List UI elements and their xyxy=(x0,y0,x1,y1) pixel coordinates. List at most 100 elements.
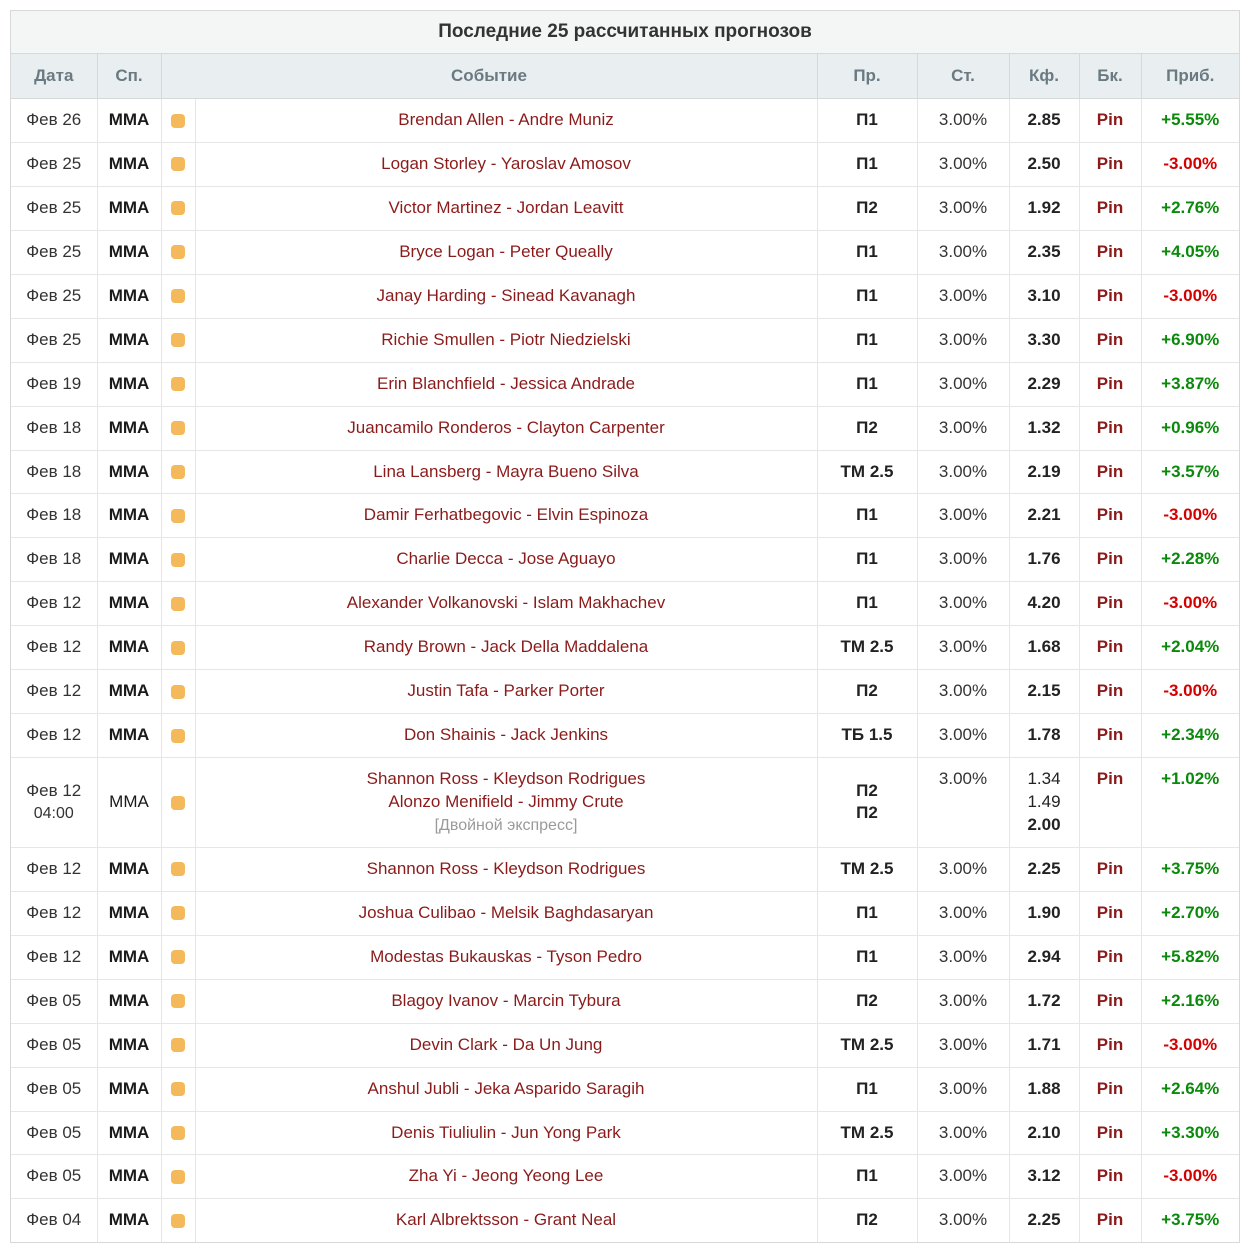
bookmaker-link[interactable]: Pin xyxy=(1079,230,1141,274)
event-cell: Don Shainis - Jack Jenkins xyxy=(195,714,817,758)
event-link[interactable]: Karl Albrektsson - Grant Neal xyxy=(396,1210,616,1229)
event-link[interactable]: Bryce Logan - Peter Queally xyxy=(399,242,613,261)
event-link[interactable]: Justin Tafa - Parker Porter xyxy=(407,681,604,700)
event-link[interactable]: Damir Ferhatbegovic - Elvin Espinoza xyxy=(364,505,648,524)
bookmaker-link[interactable]: Pin xyxy=(1079,1111,1141,1155)
sport-cell[interactable]: MMA xyxy=(97,99,161,143)
sport-cell[interactable]: MMA xyxy=(97,1067,161,1111)
th-event[interactable]: Событие xyxy=(161,54,817,99)
sport-cell[interactable]: MMA xyxy=(97,979,161,1023)
bookmaker-link[interactable]: Pin xyxy=(1079,626,1141,670)
bookmaker-link[interactable]: Pin xyxy=(1079,935,1141,979)
bookmaker-link[interactable]: Pin xyxy=(1079,99,1141,143)
bookmaker-link[interactable]: Pin xyxy=(1079,274,1141,318)
stake-cell: 3.00% xyxy=(917,318,1009,362)
bookmaker-link[interactable]: Pin xyxy=(1079,538,1141,582)
event-link[interactable]: Zha Yi - Jeong Yeong Lee xyxy=(409,1166,604,1185)
prediction-cell: П2 xyxy=(817,406,917,450)
event-link[interactable]: Lina Lansberg - Mayra Bueno Silva xyxy=(373,462,639,481)
date-cell: Фев 12 xyxy=(11,582,97,626)
sport-cell[interactable]: MMA xyxy=(97,142,161,186)
event-link[interactable]: Janay Harding - Sinead Kavanagh xyxy=(377,286,636,305)
bookmaker-link[interactable]: Pin xyxy=(1079,1023,1141,1067)
event-link[interactable]: Blagoy Ivanov - Marcin Tybura xyxy=(391,991,620,1010)
th-profit[interactable]: Приб. xyxy=(1141,54,1239,99)
bookmaker-link[interactable]: Pin xyxy=(1079,318,1141,362)
event-link[interactable]: Don Shainis - Jack Jenkins xyxy=(404,725,608,744)
th-book[interactable]: Бк. xyxy=(1079,54,1141,99)
sport-cell[interactable]: MMA xyxy=(97,362,161,406)
bookmaker-link[interactable]: Pin xyxy=(1079,142,1141,186)
bookmaker-link[interactable]: Pin xyxy=(1079,406,1141,450)
event-link[interactable]: Shannon Ross - Kleydson Rodrigues xyxy=(367,859,646,878)
sport-cell[interactable]: MMA xyxy=(97,274,161,318)
event-link[interactable]: Randy Brown - Jack Della Maddalena xyxy=(364,637,648,656)
sport-cell[interactable]: MMA xyxy=(97,935,161,979)
th-odds[interactable]: Кф. xyxy=(1009,54,1079,99)
bookmaker-link[interactable]: Pin xyxy=(1079,494,1141,538)
event-link[interactable]: Logan Storley - Yaroslav Amosov xyxy=(381,154,631,173)
event-cell: Bryce Logan - Peter Queally xyxy=(195,230,817,274)
event-link[interactable]: Charlie Decca - Jose Aguayo xyxy=(396,549,615,568)
event-link[interactable]: Denis Tiuliulin - Jun Yong Park xyxy=(391,1123,621,1142)
sport-cell[interactable]: MMA xyxy=(97,1023,161,1067)
event-cell: Shannon Ross - Kleydson Rodrigues xyxy=(195,847,817,891)
sport-cell[interactable]: MMA xyxy=(97,714,161,758)
bookmaker-link[interactable]: Pin xyxy=(1079,450,1141,494)
event-link[interactable]: Richie Smullen - Piotr Niedzielski xyxy=(381,330,630,349)
bookmaker-link[interactable]: Pin xyxy=(1079,979,1141,1023)
sport-cell[interactable]: MMA xyxy=(97,847,161,891)
date-cell: Фев 1204:00 xyxy=(11,758,97,848)
event-cell: Denis Tiuliulin - Jun Yong Park xyxy=(195,1111,817,1155)
th-stake[interactable]: Ст. xyxy=(917,54,1009,99)
profit-cell: +2.28% xyxy=(1141,538,1239,582)
sport-cell[interactable]: MMA xyxy=(97,186,161,230)
bookmaker-link[interactable]: Pin xyxy=(1079,1067,1141,1111)
event-link[interactable]: Anshul Jubli - Jeka Asparido Saragih xyxy=(368,1079,645,1098)
event-link[interactable]: Devin Clark - Da Un Jung xyxy=(410,1035,603,1054)
sport-cell[interactable]: MMA xyxy=(97,538,161,582)
bookmaker-link[interactable]: Pin xyxy=(1079,847,1141,891)
event-link[interactable]: Alonzo Menifield - Jimmy Crute xyxy=(388,792,623,811)
sport-cell[interactable]: MMA xyxy=(97,450,161,494)
sport-cell[interactable]: MMA xyxy=(97,758,161,848)
stake-cell: 3.00% xyxy=(917,1199,1009,1242)
th-date[interactable]: Дата xyxy=(11,54,97,99)
bookmaker-link[interactable]: Pin xyxy=(1079,758,1141,848)
bookmaker-link[interactable]: Pin xyxy=(1079,891,1141,935)
bookmaker-link[interactable]: Pin xyxy=(1079,582,1141,626)
th-sport[interactable]: Сп. xyxy=(97,54,161,99)
event-link[interactable]: Shannon Ross - Kleydson Rodrigues xyxy=(367,769,646,788)
date-cell: Фев 25 xyxy=(11,230,97,274)
status-square-icon xyxy=(171,421,185,435)
event-link[interactable]: Juancamilo Ronderos - Clayton Carpenter xyxy=(347,418,665,437)
sport-cell[interactable]: MMA xyxy=(97,318,161,362)
bookmaker-link[interactable]: Pin xyxy=(1079,1199,1141,1242)
sport-cell[interactable]: MMA xyxy=(97,1111,161,1155)
sport-cell[interactable]: MMA xyxy=(97,494,161,538)
date-cell: Фев 25 xyxy=(11,274,97,318)
sport-cell[interactable]: MMA xyxy=(97,582,161,626)
event-link[interactable]: Brendan Allen - Andre Muniz xyxy=(398,110,613,129)
bookmaker-link[interactable]: Pin xyxy=(1079,714,1141,758)
odds-cell: 1.68 xyxy=(1009,626,1079,670)
sport-cell[interactable]: MMA xyxy=(97,891,161,935)
event-link[interactable]: Modestas Bukauskas - Tyson Pedro xyxy=(370,947,642,966)
table-row: Фев 05MMAAnshul Jubli - Jeka Asparido Sa… xyxy=(11,1067,1239,1111)
sport-cell[interactable]: MMA xyxy=(97,670,161,714)
event-link[interactable]: Victor Martinez - Jordan Leavitt xyxy=(389,198,624,217)
bookmaker-link[interactable]: Pin xyxy=(1079,670,1141,714)
sport-cell[interactable]: MMA xyxy=(97,406,161,450)
event-link[interactable]: Erin Blanchfield - Jessica Andrade xyxy=(377,374,635,393)
event-link[interactable]: Joshua Culibao - Melsik Baghdasaryan xyxy=(359,903,654,922)
bookmaker-link[interactable]: Pin xyxy=(1079,1155,1141,1199)
bookmaker-link[interactable]: Pin xyxy=(1079,186,1141,230)
event-link[interactable]: Alexander Volkanovski - Islam Makhachev xyxy=(347,593,665,612)
bookmaker-link[interactable]: Pin xyxy=(1079,362,1141,406)
sport-cell[interactable]: MMA xyxy=(97,1199,161,1242)
sport-cell[interactable]: MMA xyxy=(97,626,161,670)
sport-cell[interactable]: MMA xyxy=(97,230,161,274)
status-icon-cell xyxy=(161,274,195,318)
sport-cell[interactable]: MMA xyxy=(97,1155,161,1199)
th-pred[interactable]: Пр. xyxy=(817,54,917,99)
